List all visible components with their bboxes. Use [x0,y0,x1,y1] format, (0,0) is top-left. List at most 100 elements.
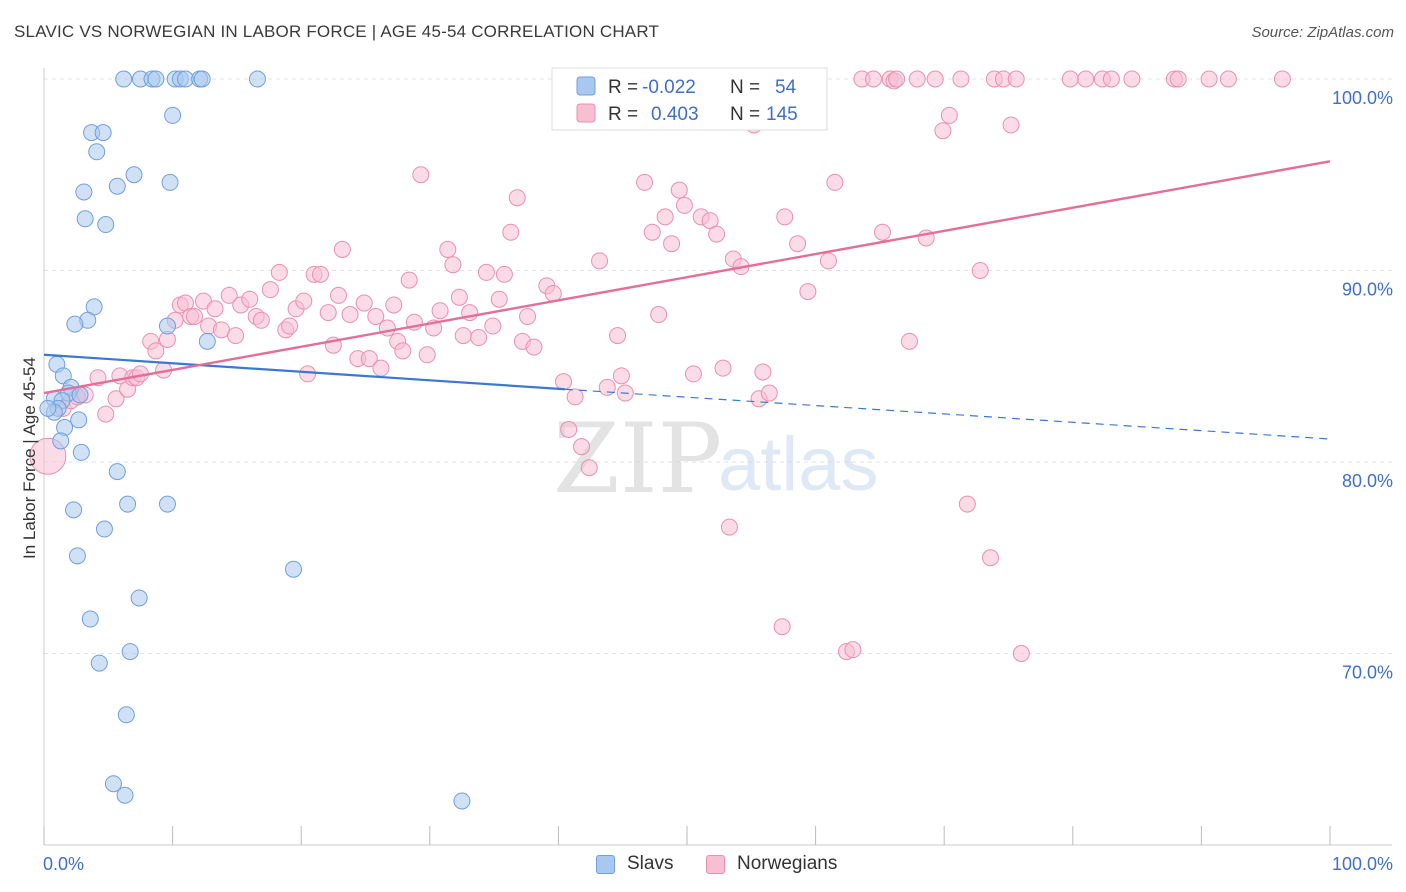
norwegians-point [147,342,165,360]
norwegians-point [650,306,668,324]
norwegians-point [720,518,738,536]
norwegians-point [295,292,313,310]
norwegians-point [900,332,918,350]
norwegians-point [431,302,449,320]
norwegians-point [773,618,791,636]
y-tick-label: 90.0% [1342,280,1393,300]
slavs-point [104,775,122,793]
axis-layer: 70.0% 80.0% 90.0% 100.0% 0.0% 100.0% [43,68,1393,874]
legend-r-value: 0.403 [651,104,699,125]
slavs-point [164,106,182,124]
norwegians-point [760,384,778,402]
norwegians-point [1102,70,1120,88]
norwegians-point [1077,70,1095,88]
norwegians-point [281,317,299,335]
slavs-point [75,183,93,201]
slavs-point [71,386,89,404]
norwegians-point [708,225,726,243]
norwegians-point [319,304,337,322]
norwegians-point [360,350,378,368]
legend-item-norwegians[interactable]: Norwegians [706,853,837,875]
bottom-legend: Slavs Norwegians [0,850,1406,880]
norwegians-point [252,311,270,329]
norwegians-point [525,338,543,356]
norwegians-point [227,327,245,345]
norwegians-point [888,70,906,88]
norwegians-point [385,296,403,314]
norwegians-point [1061,70,1079,88]
slavs-trend-line [43,353,565,391]
norwegians-point [299,365,317,383]
norwegians-point [670,181,688,199]
norwegians-point [643,223,661,241]
watermark-atlas: atlas [718,422,879,507]
watermark: ZIP atlas [553,403,879,515]
norwegians-point [97,405,115,423]
legend-label-slavs: Slavs [627,853,674,874]
norwegians-point [656,208,674,226]
norwegians-point [940,106,958,124]
points-layer [29,70,1291,810]
slavs-point [70,411,88,429]
norwegians-point [1123,70,1141,88]
slavs-point [115,70,133,88]
slavs-point [198,332,216,350]
y-tick-label: 80.0% [1342,471,1393,491]
trend-layer [43,160,1331,440]
legend-item-slavs[interactable]: Slavs [596,853,673,875]
legend-n-label: N = [730,77,760,98]
norwegians-point [754,363,772,381]
watermark-zip: ZIP [553,403,722,515]
norwegians-point [329,286,347,304]
norwegians-point [484,317,502,335]
norwegians-point [412,166,430,184]
norwegians-point [400,271,418,289]
norwegians-point [261,281,279,299]
chart-source: Source: ZipAtlas.com [1251,24,1394,41]
norwegians-point [355,294,373,312]
legend-box: R = -0.022 N = 54 R = 0.403 N = 145 [551,67,828,131]
slavs-point [90,654,108,672]
norwegians-point [819,252,837,270]
x-tick-label: 100.0% [1332,854,1393,874]
norwegians-point [1002,116,1020,134]
norwegians-point [573,438,591,456]
slavs-point [453,792,471,810]
legend-label-norwegians: Norwegians [737,853,838,874]
norwegians-point [844,641,862,659]
chart-title: SLAVIC VS NORWEGIAN IN LABOR FORCE | AGE… [14,22,660,41]
norwegians-point [519,307,537,325]
norwegians-point [636,173,654,191]
slavs-point [176,70,194,88]
legend-r-value: -0.022 [642,77,696,98]
norwegians-point [560,420,578,438]
norwegians-point [926,70,944,88]
legend-n-value: 145 [766,104,798,125]
legend-swatch-slavs [576,76,596,96]
norwegians-point [450,288,468,306]
norwegians-point [439,240,457,258]
norwegians-point [372,359,390,377]
norwegians-point [502,223,520,241]
norwegians-point [470,329,488,347]
norwegians-point [394,342,412,360]
slavs-point [116,786,134,804]
norwegians-point [971,262,989,279]
slavs-point [248,70,266,88]
norwegians-point [908,70,926,88]
norwegians-point [1169,70,1187,88]
norwegians-point [311,265,329,283]
norwegians-point [495,265,513,283]
y-tick-label: 70.0% [1342,663,1393,683]
norwegians-point [333,240,351,258]
slavs-point [76,210,94,228]
legend-n-label: N = [730,104,760,125]
legend-swatch-norwegians [706,854,725,874]
norwegians-point [580,459,598,477]
slavs-point [66,315,84,333]
norwegians-point [873,223,891,241]
norwegians-point [341,306,359,324]
norwegians-point [1219,70,1237,88]
slavs-point [161,173,179,191]
